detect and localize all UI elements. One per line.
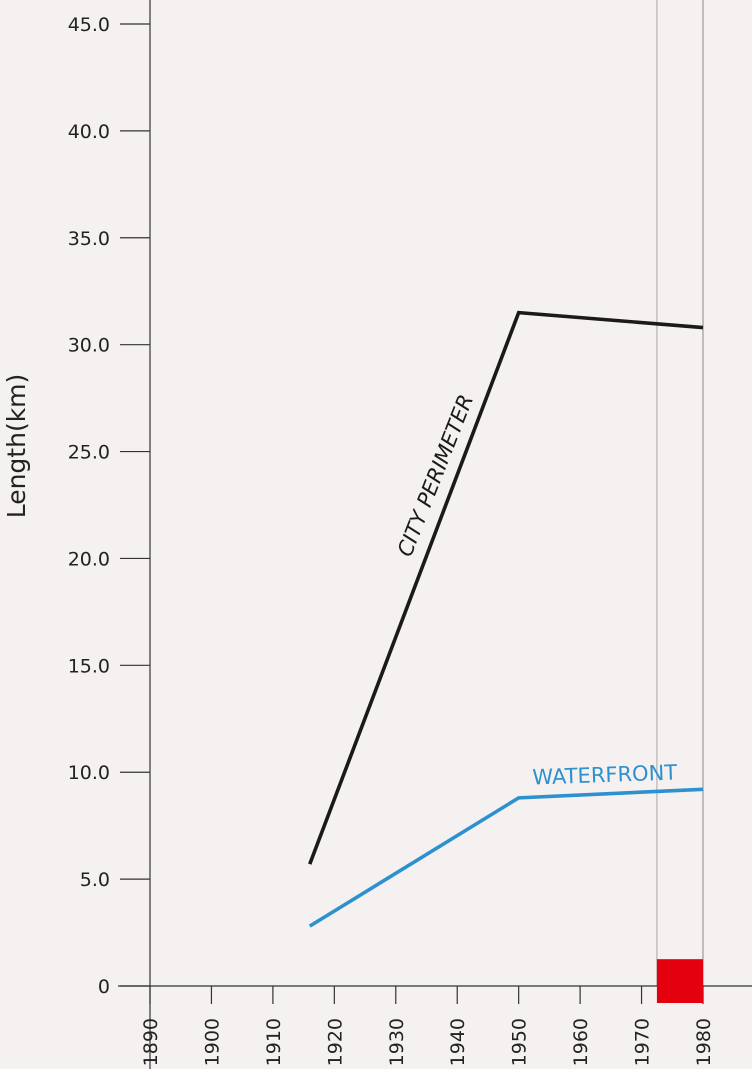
y-tick-label: 25.0 <box>68 442 110 464</box>
x-tick-label: 1890 <box>140 1018 162 1066</box>
x-tick-label: 1960 <box>570 1018 592 1066</box>
x-tick-label: 1910 <box>263 1018 285 1066</box>
y-tick-label: 40.0 <box>68 121 110 143</box>
y-tick-label: 30.0 <box>68 335 110 357</box>
x-tick-label: 1980 <box>693 1018 715 1066</box>
y-tick-label: 15.0 <box>68 655 110 677</box>
y-tick-label: 10.0 <box>68 762 110 784</box>
y-tick-label: 0 <box>98 976 110 998</box>
y-tick-label: 35.0 <box>68 228 110 250</box>
y-tick-label: 45.0 <box>68 14 110 36</box>
waterfront-line <box>308 787 704 928</box>
x-tick-label: 1950 <box>509 1018 531 1066</box>
y-tick-label: 5.0 <box>80 869 110 891</box>
x-tick-label: 1930 <box>386 1018 408 1066</box>
city-perimeter-line <box>308 310 704 865</box>
x-tick-label: 1940 <box>447 1018 469 1066</box>
x-tick-label: 1970 <box>632 1018 654 1066</box>
highlight-bar <box>656 959 703 1003</box>
x-tick-label: 1920 <box>324 1018 346 1066</box>
waterfront-label: WATERFRONT <box>532 760 678 789</box>
y-axis-label: Length(km) <box>2 374 31 519</box>
x-tick-label: 1900 <box>201 1018 223 1066</box>
y-tick-label: 20.0 <box>68 548 110 570</box>
